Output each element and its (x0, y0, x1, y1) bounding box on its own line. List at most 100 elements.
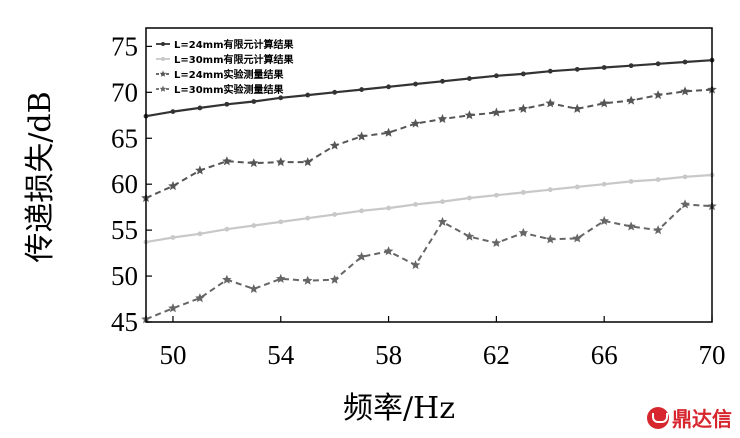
y-tick-label: 75 (111, 31, 138, 61)
data-point (383, 127, 394, 137)
data-point (251, 99, 257, 104)
x-tick-label: 54 (267, 340, 295, 370)
data-point (574, 184, 580, 190)
data-point (170, 109, 176, 115)
data-point (653, 90, 663, 100)
data-point (329, 140, 340, 150)
series-1 (143, 57, 715, 119)
data-point (493, 73, 499, 79)
data-point (332, 212, 338, 217)
data-point (520, 71, 526, 77)
data-point (467, 195, 472, 201)
data-point (545, 98, 555, 108)
data-point (655, 61, 661, 67)
x-tick-label: 66 (591, 340, 618, 370)
data-point (356, 251, 367, 261)
data-point (303, 275, 313, 285)
y-tick-label: 45 (111, 307, 138, 337)
data-point (440, 199, 445, 205)
legend: L=24mm有限元计算结果 L=30mm有限元计算结果 L=24mm实验测量结果 L=… (156, 38, 295, 96)
data-point (653, 225, 663, 235)
series-4 (141, 199, 717, 324)
data-point (626, 95, 636, 105)
y-tick-label: 50 (111, 261, 138, 291)
data-point (626, 221, 636, 231)
data-point (464, 231, 475, 241)
data-point (628, 179, 634, 184)
data-point (518, 103, 529, 113)
data-point (493, 192, 499, 198)
data-point (195, 165, 205, 175)
y-tick-label: 65 (111, 123, 138, 153)
series-line (145, 59, 713, 118)
data-point (410, 260, 421, 270)
data-point (467, 76, 472, 81)
y-axis-title: 传递损失/dB (23, 91, 58, 262)
data-point (599, 98, 609, 108)
data-point (572, 103, 582, 113)
data-point (518, 227, 529, 237)
data-point (251, 223, 257, 228)
data-point (356, 131, 367, 141)
legend-marker (159, 85, 167, 92)
ticks-layer: 50 54 58 62 66 70 45 50 55 60 65 70 75 (111, 31, 726, 370)
data-point (276, 273, 286, 283)
data-point (278, 95, 284, 101)
series-2 (143, 172, 715, 245)
data-point (195, 293, 205, 303)
data-point (413, 202, 418, 207)
y-tick-label: 60 (111, 169, 138, 199)
x-tick-label: 58 (375, 340, 402, 370)
data-point (276, 157, 286, 167)
data-point (680, 86, 690, 96)
data-point (572, 233, 582, 243)
y-tick-label: 55 (111, 215, 138, 245)
data-point (224, 226, 230, 232)
x-tick-label: 50 (159, 340, 186, 370)
data-point (329, 274, 340, 284)
legend-marker (159, 70, 167, 77)
data-point (249, 283, 259, 293)
y-tick-label: 70 (111, 77, 138, 107)
data-point (305, 215, 311, 221)
data-point (386, 84, 391, 90)
data-point (547, 187, 553, 193)
series-line (145, 88, 713, 199)
data-point (383, 246, 394, 256)
data-point (440, 78, 445, 84)
data-point (359, 87, 365, 92)
data-point (437, 114, 448, 123)
data-point (168, 303, 178, 313)
x-axis-title: 频率/Hz (343, 391, 455, 426)
data-point (197, 231, 203, 237)
legend-label: L=30mm实验测量结果 (174, 83, 285, 96)
x-tick-label: 62 (483, 340, 510, 370)
x-tick-label: 70 (699, 340, 726, 370)
data-point (278, 219, 284, 225)
data-point (305, 92, 311, 98)
data-point (680, 199, 690, 209)
data-point (437, 216, 448, 226)
data-point (413, 81, 418, 87)
legend-label: L=30mm有限元计算结果 (174, 53, 295, 66)
data-point (222, 156, 232, 166)
data-point (682, 59, 688, 65)
data-point (303, 157, 313, 167)
data-point (628, 63, 634, 69)
legend-marker (161, 42, 165, 46)
logo-icon (647, 406, 669, 429)
data-point (410, 118, 421, 128)
data-point (170, 235, 176, 240)
data-point (682, 174, 688, 180)
data-point (601, 65, 607, 70)
legend-marker (161, 57, 165, 61)
data-point (574, 66, 580, 72)
data-point (224, 101, 230, 107)
data-point (359, 208, 365, 214)
legend-label: L=24mm有限元计算结果 (174, 38, 295, 51)
data-point (547, 68, 553, 74)
data-point (332, 89, 338, 95)
logo-text: 鼎达信 (672, 407, 732, 431)
series-line (145, 173, 713, 244)
